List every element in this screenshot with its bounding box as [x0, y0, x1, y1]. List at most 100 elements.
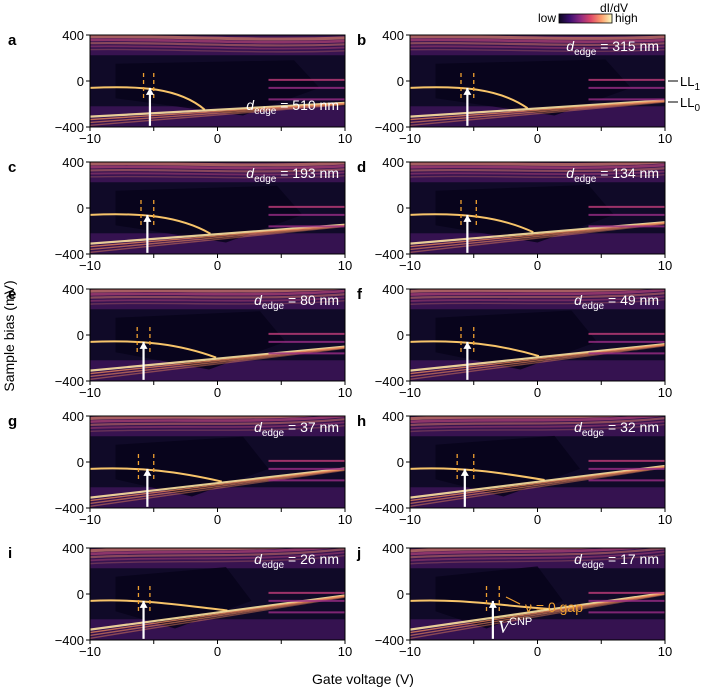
- upper-band: [410, 416, 630, 421]
- lower-fan-line: [90, 223, 345, 245]
- x-tick-label: 10: [338, 131, 352, 146]
- lower-fan-line: [90, 225, 345, 251]
- upper-band: [410, 553, 665, 565]
- upper-haze: [90, 548, 345, 569]
- upper-band: [90, 289, 345, 296]
- lower-fan-line: [410, 591, 665, 631]
- gap-region: [115, 60, 320, 116]
- upper-haze: [410, 548, 665, 569]
- white-arrow-head: [463, 341, 472, 349]
- upper-band: [90, 41, 345, 47]
- x-tick-label: 10: [658, 385, 672, 400]
- panel-letter: j: [356, 545, 361, 562]
- heatmap-features: [410, 35, 665, 127]
- ll0-line: [90, 599, 228, 612]
- upper-haze: [410, 35, 665, 56]
- upper-haze: [410, 416, 665, 437]
- nu-gap-annotation: ν = 0 gap: [525, 599, 583, 615]
- upper-band: [90, 164, 345, 170]
- x-tick-label: 0: [214, 131, 221, 146]
- upper-band: [90, 418, 345, 427]
- upper-band: [410, 45, 665, 49]
- y-tick-label: 400: [382, 541, 404, 556]
- y-tick-label: −400: [55, 633, 84, 648]
- x-tick-label: −10: [79, 131, 101, 146]
- y-tick-label: −400: [375, 120, 404, 135]
- y-axis-title: Sample bias (mV): [1, 280, 17, 391]
- heatmap-features: [410, 162, 665, 254]
- y-tick-label: 0: [397, 587, 404, 602]
- upper-band: [410, 423, 665, 433]
- upper-haze: [90, 35, 345, 56]
- ll0-line: [90, 213, 211, 235]
- y-tick-label: −400: [55, 247, 84, 262]
- lower-fan-line: [90, 596, 345, 639]
- y-tick-label: 400: [382, 28, 404, 43]
- d-edge-label: dedge = 32 nm: [574, 419, 659, 439]
- y-tick-label: −400: [375, 247, 404, 262]
- x-tick-label: −10: [79, 258, 101, 273]
- upper-band: [410, 548, 665, 559]
- panel-b: −10 0 10 400 0 −400 b dedge = 315 nm: [357, 28, 672, 146]
- y-tick-label: 400: [62, 409, 84, 424]
- x-tick-label: 0: [534, 644, 541, 659]
- gap-region: [115, 567, 252, 629]
- lower-fan-line: [410, 344, 665, 378]
- d-edge-label: dedge = 510 nm: [246, 97, 339, 117]
- upper-band: [410, 173, 665, 179]
- x-tick-label: −10: [399, 131, 421, 146]
- colorbar-low-label: low: [538, 11, 556, 25]
- colorbar-gradient: [558, 13, 613, 24]
- upper-band: [410, 41, 665, 46]
- ll0-line: [90, 86, 206, 111]
- panel-letter: a: [8, 32, 17, 49]
- y-tick-label: 400: [382, 409, 404, 424]
- upper-band: [410, 550, 665, 562]
- white-arrow-head: [143, 468, 152, 476]
- lower-fan-line: [410, 222, 665, 251]
- nu-gap-pointer: [505, 596, 521, 605]
- lower-fan-line: [410, 100, 665, 121]
- lower-fan-line: [90, 595, 345, 634]
- x-tick-label: 10: [338, 644, 352, 659]
- x-tick-label: 10: [658, 258, 672, 273]
- upper-band: [90, 548, 345, 559]
- ll0-line: [410, 213, 534, 234]
- upper-band: [90, 48, 345, 53]
- panel-e: −10 0 10 400 0 −400 e dedge = 80 nm: [8, 282, 352, 400]
- x-tick-label: 10: [338, 385, 352, 400]
- heatmap-features: [410, 416, 665, 508]
- upper-haze: [410, 162, 665, 183]
- x-tick-label: −10: [79, 644, 101, 659]
- upper-band: [410, 289, 665, 296]
- ll-labels: LL1 LL0: [668, 74, 700, 114]
- upper-band: [410, 162, 665, 166]
- heatmap-features: [90, 162, 345, 254]
- upper-band: [90, 296, 345, 302]
- upper-band: [90, 548, 338, 556]
- gap-region: [435, 185, 614, 243]
- gap-region: [115, 185, 303, 243]
- x-tick-label: 0: [214, 385, 221, 400]
- panel-letter: e: [8, 286, 16, 303]
- lower-fan-line: [410, 345, 665, 380]
- panel-j-annotations: ν = 0 gap VCNP: [498, 596, 583, 637]
- heatmap-features: [90, 548, 345, 640]
- upper-band: [90, 421, 345, 430]
- x-tick-label: 0: [534, 258, 541, 273]
- y-tick-label: 0: [397, 328, 404, 343]
- lower-fan-line: [90, 468, 345, 505]
- lower-fan-line: [90, 595, 345, 637]
- x-tick-label: 0: [214, 644, 221, 659]
- colorbar-high-label: high: [615, 11, 638, 25]
- lower-fan-line: [90, 103, 345, 126]
- y-tick-label: −400: [375, 633, 404, 648]
- y-tick-label: 400: [62, 541, 84, 556]
- lower-fan-line: [410, 99, 665, 118]
- lower-fan-line: [410, 343, 665, 375]
- upper-band: [90, 35, 345, 41]
- y-tick-label: 0: [397, 201, 404, 216]
- lower-fan-line: [90, 101, 345, 118]
- upper-band: [410, 170, 665, 176]
- x-tick-label: 0: [534, 131, 541, 146]
